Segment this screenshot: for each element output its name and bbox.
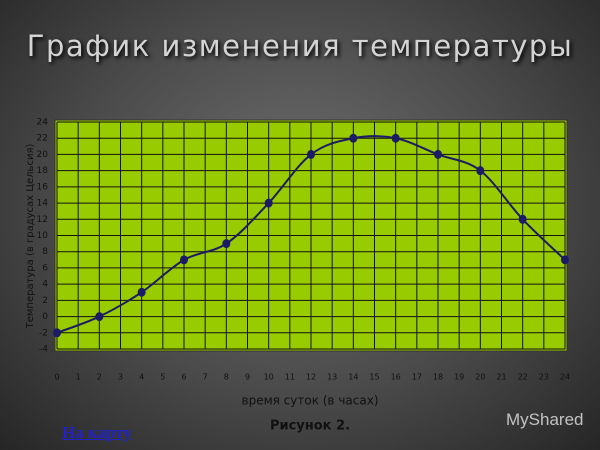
x-tick-label: 23	[539, 373, 549, 382]
y-tick-label: -4	[39, 345, 48, 355]
y-tick-label: 22	[37, 134, 48, 144]
x-tick-label: 20	[475, 373, 485, 382]
point	[95, 312, 104, 322]
point	[349, 133, 358, 143]
x-tick-label: 10	[264, 373, 274, 382]
x-tick-label: 8	[224, 373, 229, 382]
y-tick-label: 2	[42, 296, 48, 306]
y-tick-label: 20	[37, 150, 49, 160]
y-tick-label: 12	[37, 215, 48, 225]
y-tick-label: 0	[42, 312, 48, 322]
watermark: MyShared	[506, 410, 584, 429]
point	[53, 328, 61, 338]
x-tick-label: 15	[369, 373, 379, 382]
y-tick-label: 24	[37, 118, 49, 128]
y-tick-label: -2	[39, 328, 48, 338]
map-link[interactable]: На карту	[62, 423, 132, 442]
point	[434, 149, 442, 159]
x-tick-label: 5	[160, 373, 165, 382]
y-tick-label: 8	[42, 247, 48, 257]
x-axis-label: время суток (в часах)	[242, 394, 379, 408]
y-tick-label: 10	[37, 231, 49, 241]
point	[264, 198, 273, 208]
y-tick-label: 14	[37, 199, 49, 209]
x-tick-label: 16	[391, 373, 401, 382]
point	[307, 149, 315, 159]
x-tick-label: 1	[76, 373, 81, 382]
x-tick-label: 17	[412, 373, 422, 382]
point	[180, 255, 188, 265]
x-tick-label: 9	[245, 373, 250, 382]
x-tick-label: 0	[54, 373, 59, 382]
point	[222, 239, 231, 249]
x-tick-label: 13	[327, 373, 337, 382]
x-tick-label: 22	[518, 373, 528, 382]
x-tick-label: 14	[348, 373, 358, 382]
x-tick-label: 12	[306, 373, 316, 382]
x-tick-label: 21	[496, 373, 506, 382]
x-tick-label: 4	[139, 373, 144, 382]
y-tick-label: 4	[42, 280, 48, 290]
x-tick-label: 11	[285, 373, 295, 382]
y-axis-label: Температура (в градусах Цельсия)	[25, 144, 36, 330]
y-tick-label: 18	[37, 166, 49, 176]
x-tick-label: 24	[560, 373, 570, 382]
point	[391, 133, 400, 143]
point	[476, 166, 485, 176]
x-tick-label: 2	[97, 373, 102, 382]
caption: Рисунок 2.	[270, 419, 350, 434]
x-tick-label: 6	[181, 373, 186, 382]
point	[518, 214, 527, 224]
chart-title: График изменения температуры	[27, 29, 573, 63]
x-tick-label: 3	[118, 373, 123, 382]
x-tick-label: 19	[454, 373, 464, 382]
x-tick-label: 18	[433, 373, 443, 382]
y-tick-label: 16	[37, 182, 49, 192]
point	[561, 255, 569, 265]
y-tick-label: 6	[42, 263, 48, 273]
point	[137, 287, 146, 297]
x-tick-label: 7	[203, 373, 208, 382]
